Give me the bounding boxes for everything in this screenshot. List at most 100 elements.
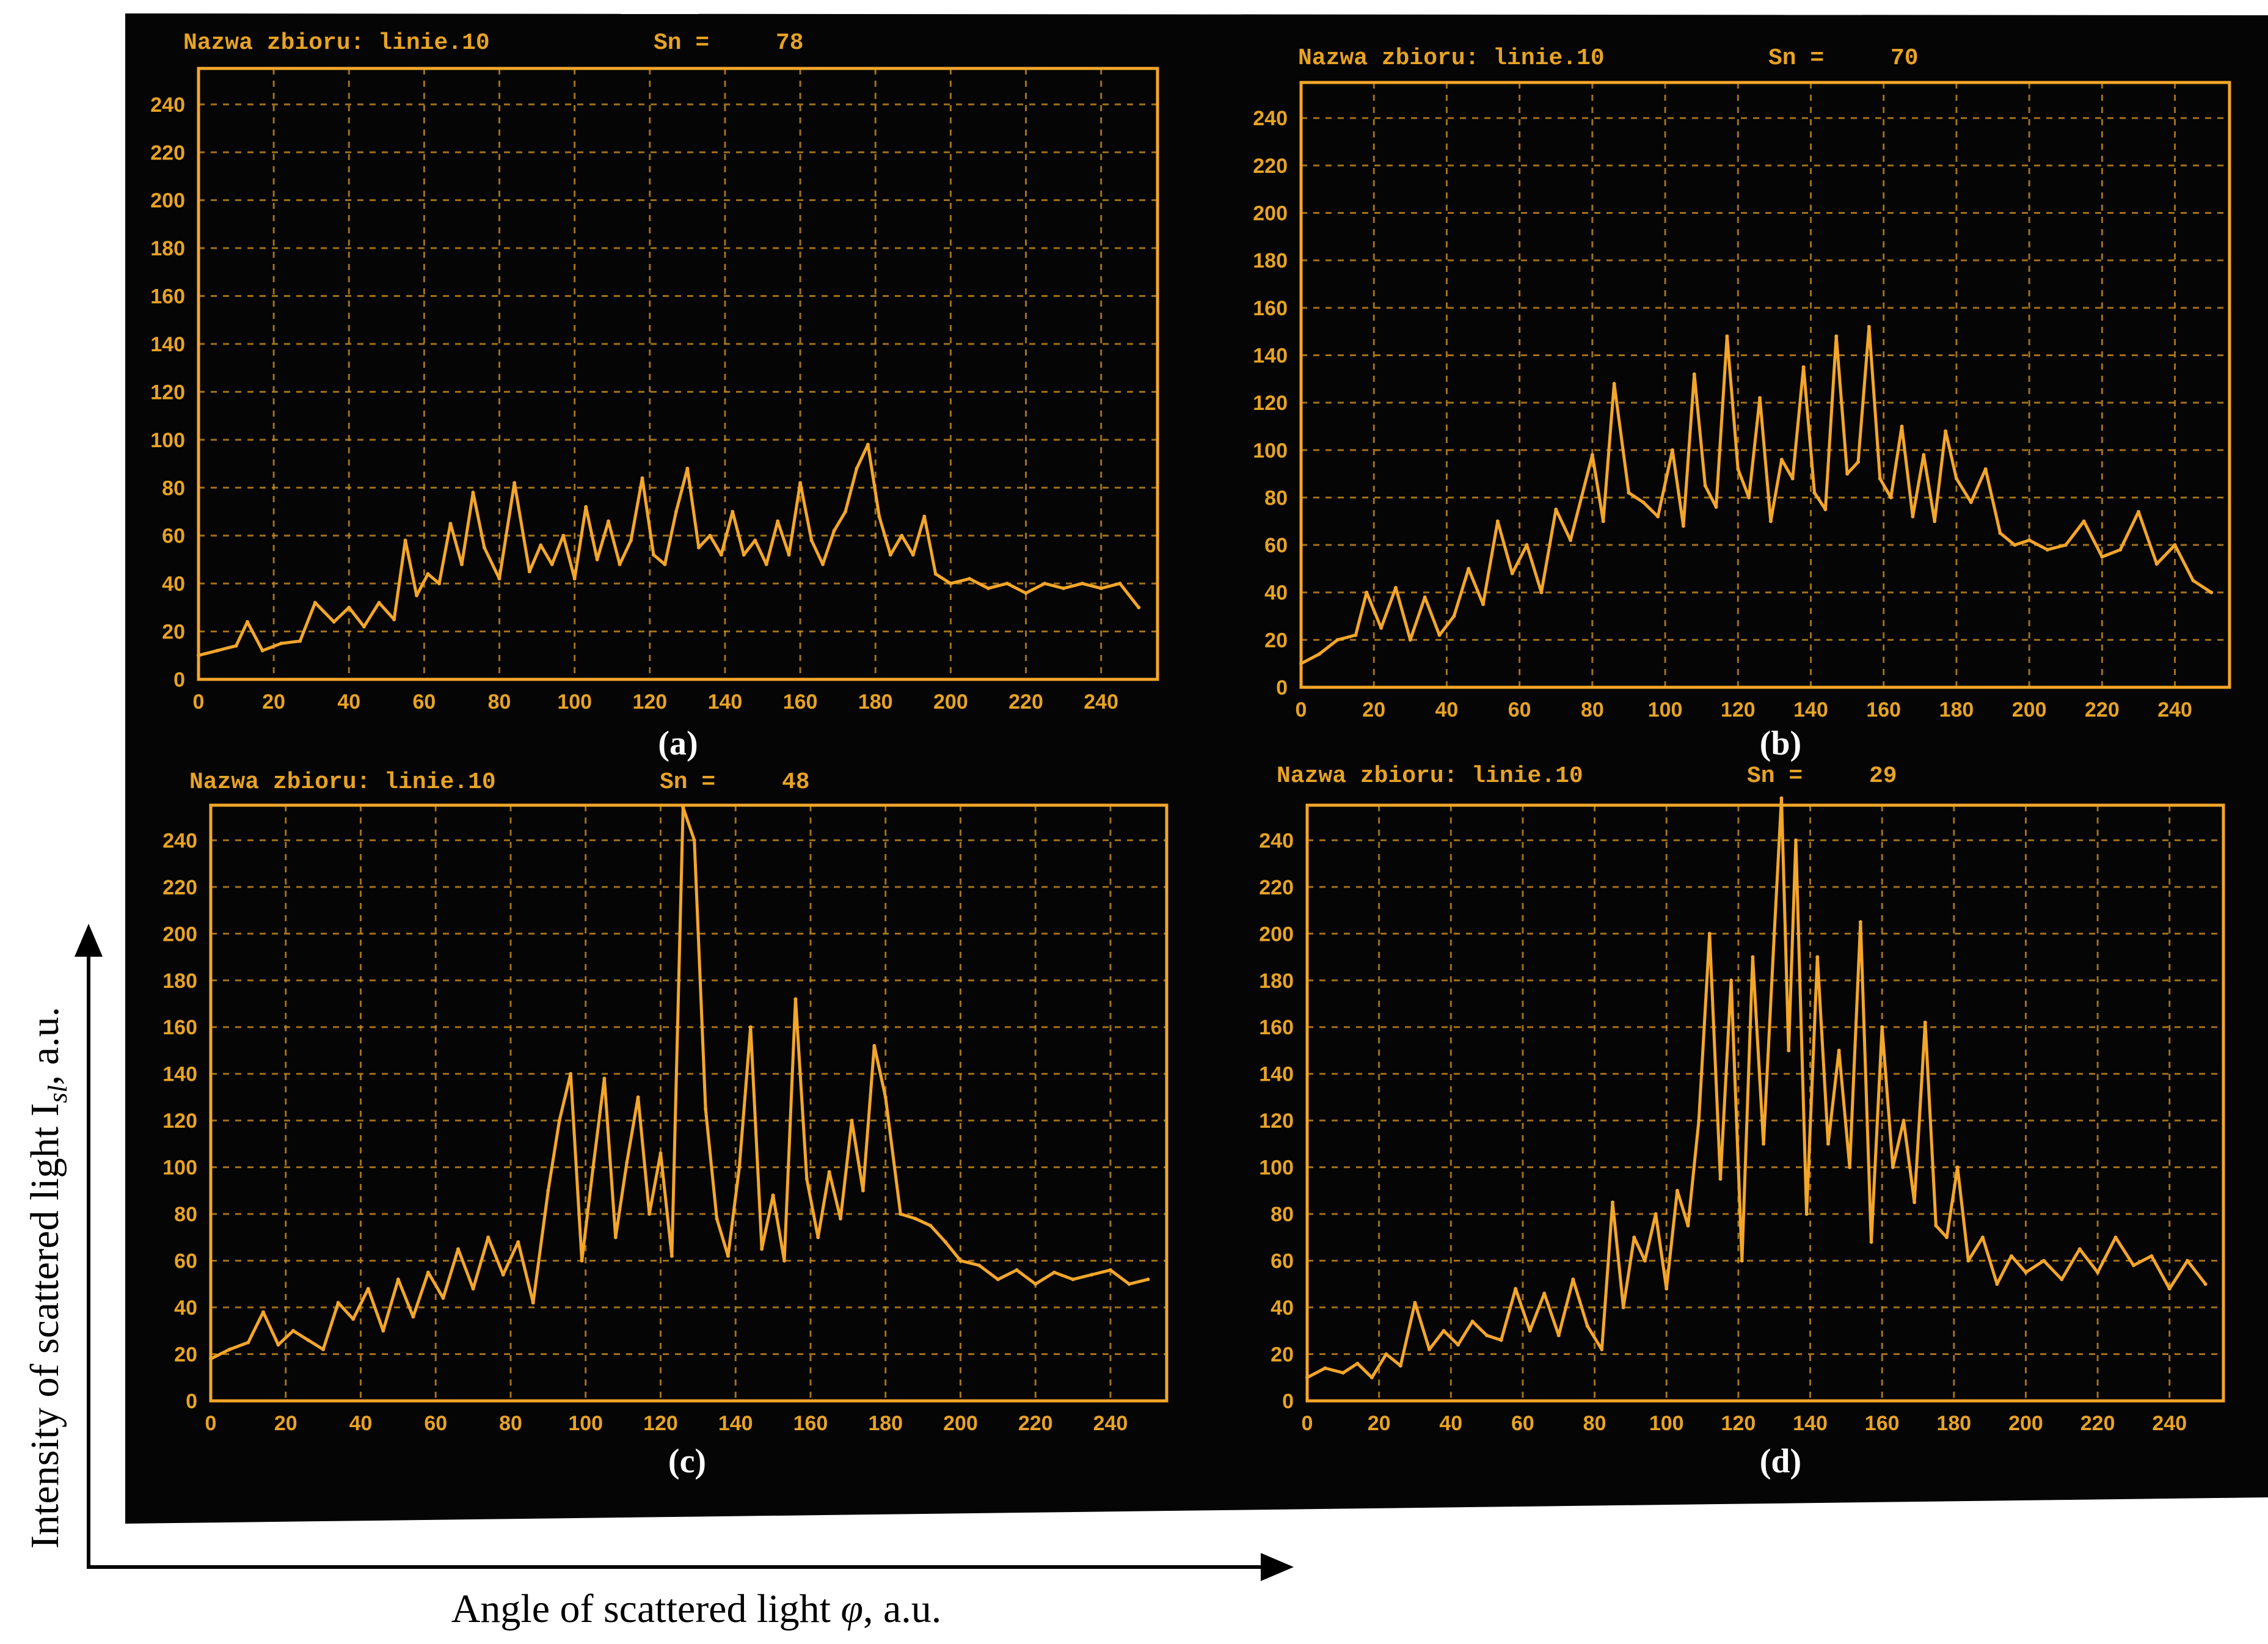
- y-tick-label: 80: [174, 1203, 197, 1226]
- data-point: [1889, 495, 1893, 500]
- data-point: [1485, 1333, 1489, 1337]
- data-point: [527, 569, 531, 574]
- x-tick-label: 180: [858, 690, 893, 714]
- x-tick-label: 240: [1084, 690, 1118, 714]
- data-point: [1983, 467, 1988, 471]
- intensity-trace: [1300, 325, 2212, 665]
- data-point: [448, 522, 453, 526]
- data-point: [1934, 1224, 1938, 1228]
- y-tick-label: 60: [162, 525, 185, 548]
- data-point: [362, 624, 366, 629]
- data-point: [708, 533, 712, 538]
- screen-header-label: Nazwa zbioru: linie.10: [189, 769, 496, 795]
- x-axis-title-unit: , a.u.: [863, 1587, 941, 1631]
- panel-caption: (d): [1760, 1442, 1801, 1480]
- data-point: [1323, 1366, 1327, 1370]
- y-tick-label: 100: [1259, 1156, 1294, 1180]
- data-point: [1528, 1329, 1532, 1333]
- data-point: [539, 543, 543, 547]
- data-point: [1005, 582, 1009, 586]
- data-point: [1933, 519, 1937, 524]
- y-axis-arrowhead: [75, 924, 103, 957]
- data-point: [2118, 547, 2123, 552]
- y-tick-label: 60: [1271, 1250, 1294, 1273]
- data-point: [1794, 838, 1798, 842]
- x-tick-label: 80: [1581, 698, 1604, 722]
- data-point: [486, 1235, 490, 1240]
- plot-frame: [1299, 81, 2231, 689]
- x-tick-label: 140: [708, 690, 743, 714]
- data-point: [497, 577, 501, 581]
- panel-a: 0 20 40 60 80 100 120 140 160 180 200 220 240 0 20 40 60…: [150, 30, 1159, 762]
- data-point: [1697, 1119, 1701, 1123]
- data-point: [1099, 586, 1103, 590]
- data-point: [366, 1287, 370, 1291]
- data-point: [557, 1119, 561, 1123]
- data-point: [1880, 1025, 1884, 1029]
- data-point: [933, 572, 938, 576]
- data-point: [1692, 372, 1696, 376]
- data-point: [313, 601, 317, 605]
- panel-caption: (b): [1760, 725, 1801, 762]
- x-tick-label: 220: [2085, 698, 2120, 722]
- y-tick-label: 140: [1253, 344, 1288, 367]
- data-point: [816, 1235, 820, 1240]
- data-point: [1090, 1273, 1094, 1277]
- data-point: [1980, 1235, 1985, 1240]
- data-point: [1823, 507, 1828, 511]
- data-point: [776, 519, 780, 524]
- data-point: [426, 1270, 430, 1274]
- data-point: [260, 648, 264, 652]
- y-axis-title: Intensity of scattered light Isl, a.u.: [23, 1007, 73, 1549]
- data-point: [1118, 582, 1122, 586]
- y-tick-label: 180: [150, 237, 185, 260]
- data-point: [771, 1193, 775, 1197]
- data-point: [899, 1212, 903, 1216]
- data-point: [1911, 514, 1915, 519]
- x-tick-label: 180: [868, 1412, 903, 1435]
- data-point: [1944, 429, 1948, 433]
- data-point: [685, 466, 690, 470]
- data-point: [381, 1329, 385, 1333]
- data-point: [760, 1247, 764, 1251]
- data-point: [1034, 1282, 1038, 1286]
- data-point: [1379, 626, 1384, 630]
- x-tick-label: 0: [205, 1412, 217, 1435]
- data-point: [1671, 448, 1674, 452]
- x-tick-label: 40: [349, 1412, 373, 1435]
- data-point: [1470, 1320, 1475, 1323]
- y-tick-label: 180: [1259, 970, 1294, 993]
- x-tick-label: 240: [1093, 1412, 1128, 1435]
- y-tick-label: 40: [1271, 1296, 1294, 1320]
- data-point: [279, 641, 283, 646]
- data-point: [1627, 491, 1631, 495]
- x-axis-title-symbol: φ: [840, 1587, 863, 1631]
- data-point: [1413, 1301, 1417, 1305]
- x-tick-label: 200: [2012, 698, 2047, 722]
- data-point: [1729, 978, 1734, 982]
- x-tick-label: 80: [499, 1412, 522, 1435]
- data-point: [2063, 543, 2068, 547]
- data-point: [696, 546, 701, 550]
- data-point: [584, 505, 588, 509]
- data-point: [246, 1340, 250, 1345]
- data-point: [782, 1259, 786, 1263]
- data-point: [1837, 1048, 1841, 1053]
- y-tick-label: 160: [162, 1016, 197, 1039]
- data-point: [531, 1301, 535, 1305]
- x-tick-label: 40: [1439, 1412, 1462, 1435]
- data-point: [1146, 1277, 1150, 1282]
- data-point: [731, 510, 735, 514]
- y-axis-title-unit: , a.u.: [23, 1007, 67, 1085]
- data-point: [426, 572, 430, 576]
- screen-header-label: Nazwa zbioru: linie.10: [183, 30, 490, 56]
- data-point: [336, 1301, 340, 1305]
- data-point: [1966, 1259, 1971, 1263]
- sn-value: 78: [776, 30, 804, 56]
- data-point: [1954, 477, 1958, 481]
- x-tick-label: 240: [2157, 698, 2192, 722]
- data-point: [1758, 396, 1762, 400]
- x-tick-label: 100: [1649, 1412, 1684, 1435]
- x-tick-label: 180: [1936, 1412, 1971, 1435]
